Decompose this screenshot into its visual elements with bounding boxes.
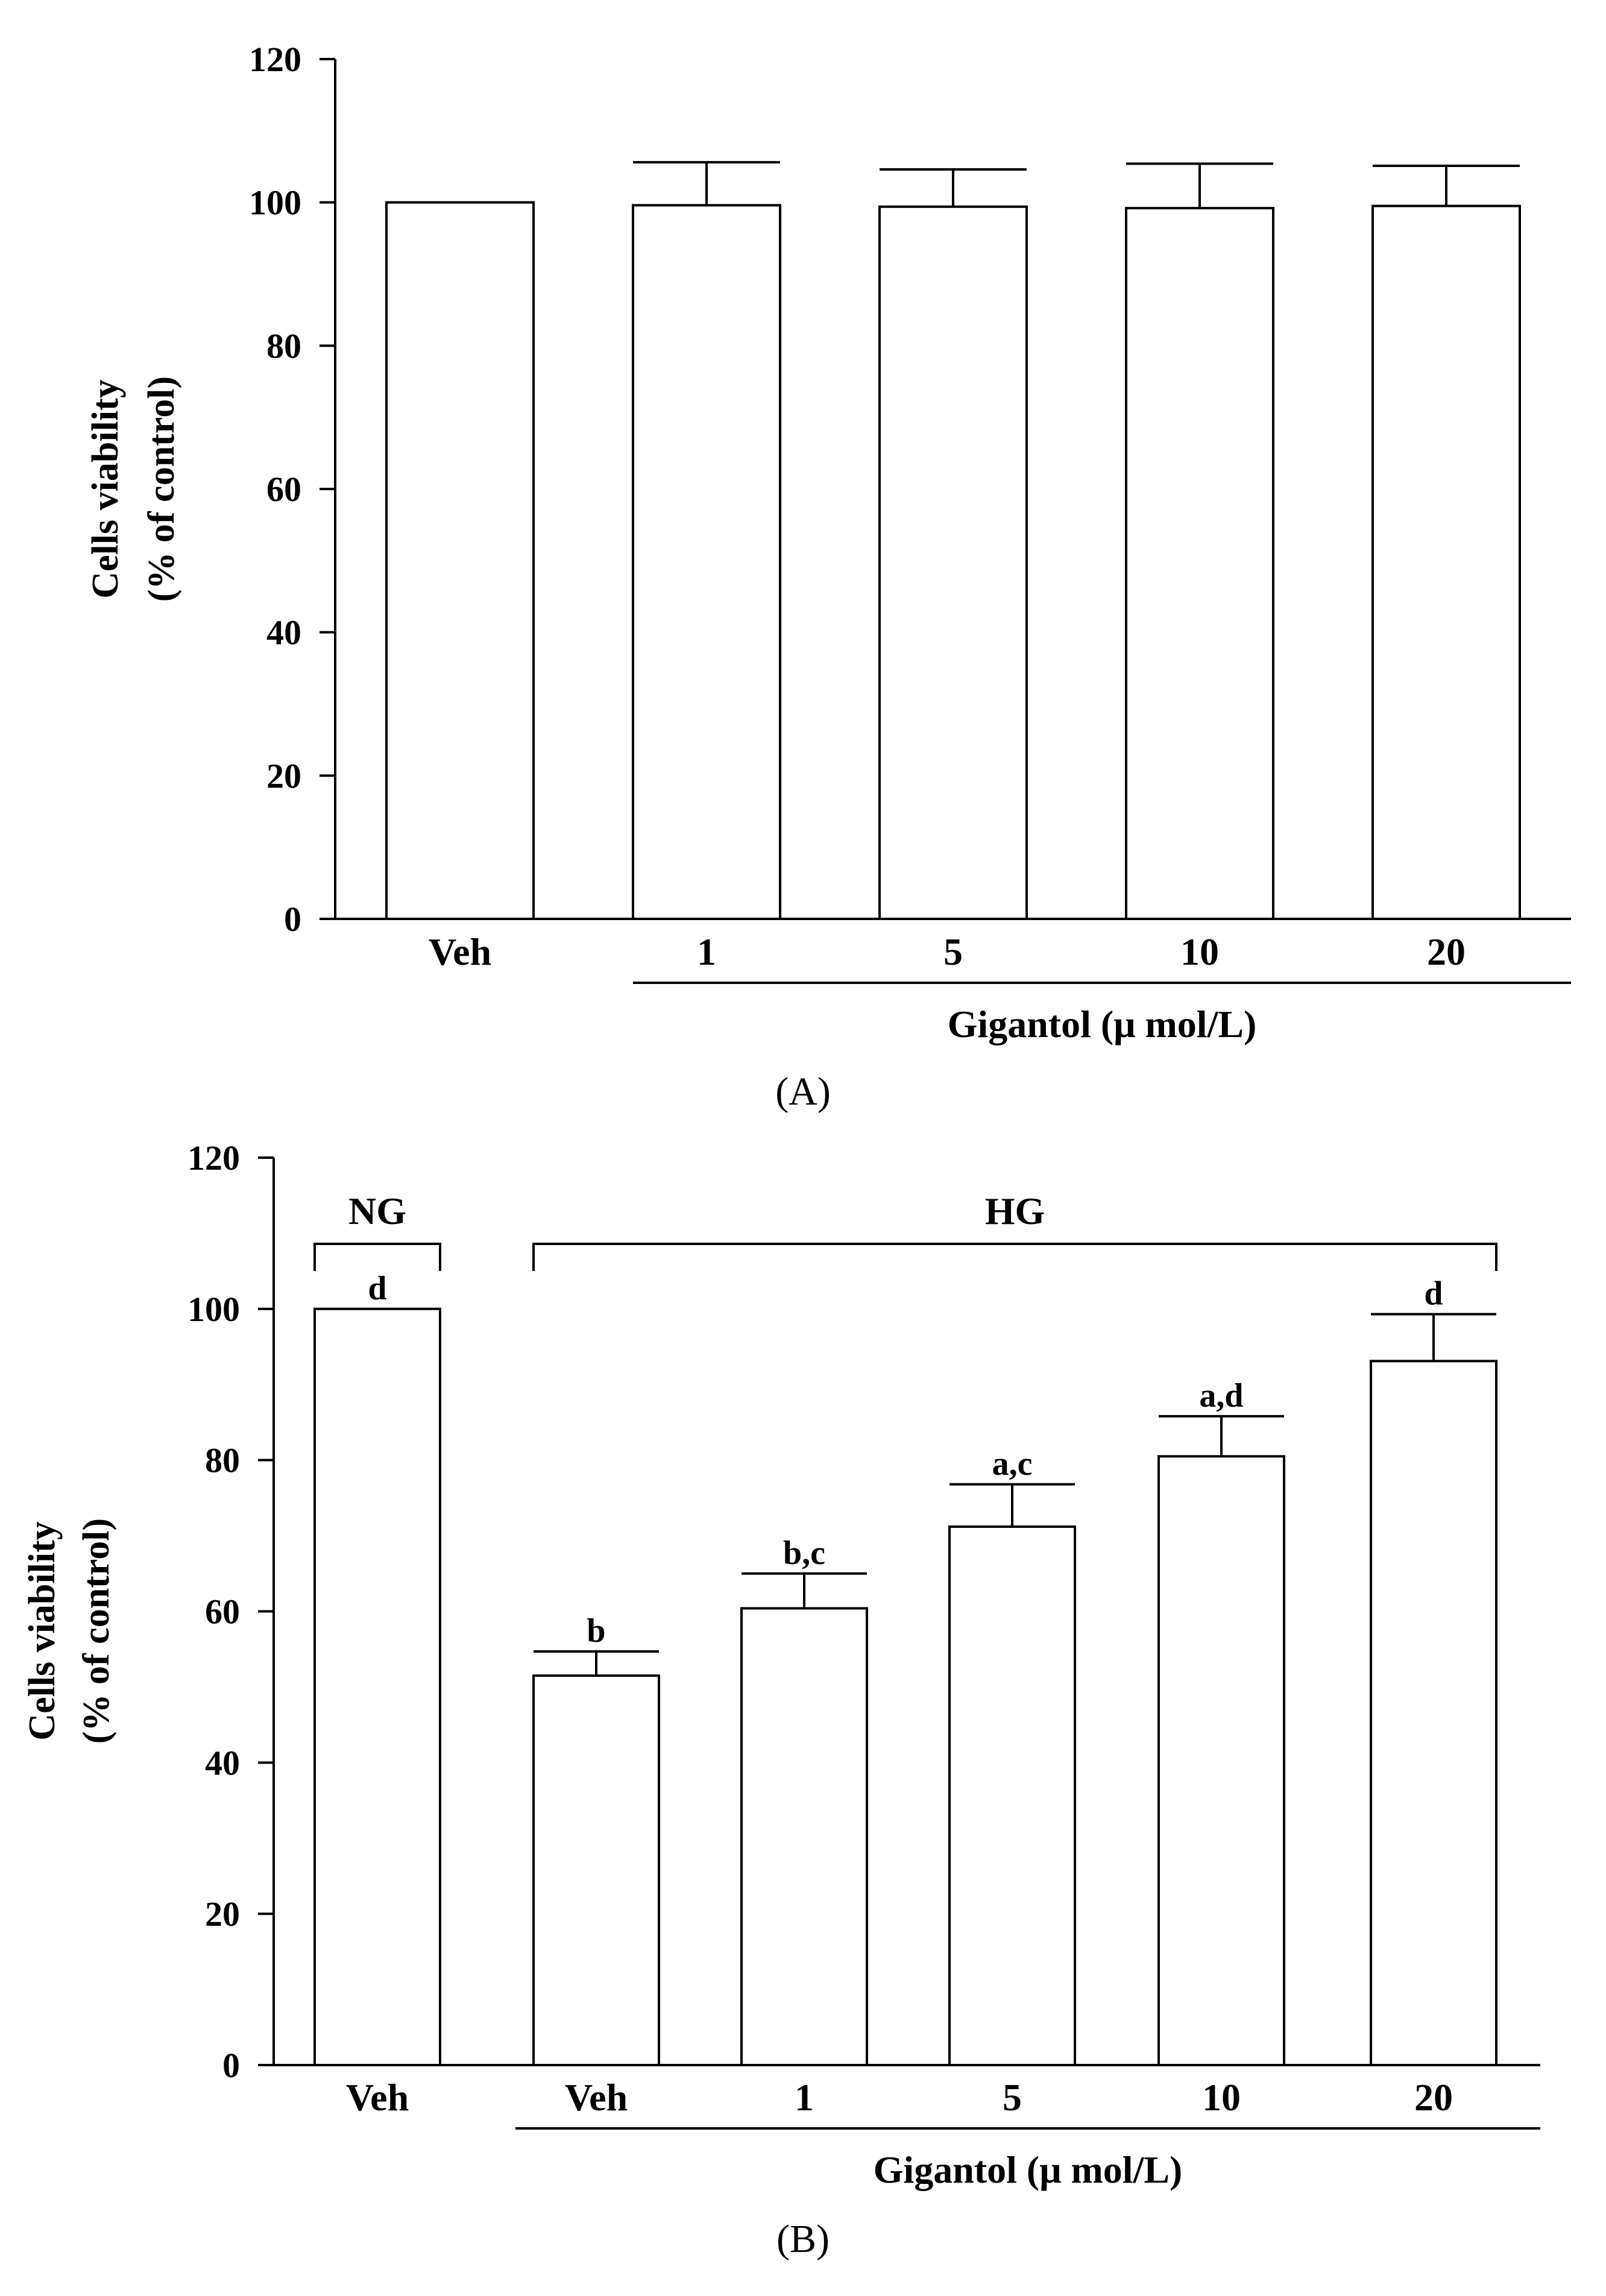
y-tick-label: 80 [205, 1441, 240, 1480]
significance-label: b,c [783, 1534, 825, 1572]
bar [1157, 1455, 1285, 2066]
y-tick-label: 120 [249, 40, 301, 79]
group-bracket [313, 1243, 441, 1271]
y-tick-label: 20 [205, 1894, 240, 1934]
bar [313, 1307, 441, 2066]
y-tick-label: 120 [187, 1138, 240, 1178]
bar [878, 205, 1028, 921]
category-label: Veh [429, 930, 491, 973]
y-axis-label: Cells viability [22, 1521, 63, 1740]
group-label: NG [348, 1190, 406, 1232]
y-tick-label: 100 [187, 1290, 240, 1329]
y-tick-label: 0 [284, 900, 301, 939]
y-tick-label: 60 [205, 1592, 240, 1632]
group-label: HG [985, 1190, 1045, 1232]
y-tick-label: 40 [205, 1743, 240, 1782]
y-axis-label-units: (% of control) [76, 1518, 117, 1744]
bar [740, 1607, 868, 2067]
y-axis-label-units: (% of control) [141, 376, 182, 602]
y-tick-label: 80 [266, 326, 301, 365]
x-axis-label: Gigantol (μ mol/L) [874, 2148, 1183, 2191]
category-label: 5 [943, 930, 963, 973]
category-label: 20 [1414, 2076, 1453, 2119]
significance-label: a,d [1199, 1377, 1243, 1414]
x-axis-label: Gigantol (μ mol/L) [948, 1003, 1257, 1046]
y-tick-label: 60 [266, 470, 301, 509]
significance-label: d [1424, 1275, 1443, 1313]
panel-caption: (A) [775, 1070, 831, 1114]
significance-label: a,c [992, 1445, 1033, 1483]
panel-caption: (B) [776, 2217, 830, 2261]
bar [385, 201, 535, 921]
bar [1125, 207, 1274, 920]
bar [1370, 1360, 1497, 2066]
category-label: 5 [1003, 2076, 1022, 2119]
bar [632, 204, 781, 920]
category-label: 10 [1202, 2076, 1241, 2119]
category-label: 10 [1180, 930, 1219, 973]
y-tick-label: 40 [266, 613, 301, 652]
y-tick-label: 20 [266, 756, 301, 795]
bar [1371, 204, 1521, 921]
category-label: Veh [346, 2076, 409, 2119]
y-tick-label: 0 [222, 2046, 240, 2085]
category-label: 1 [795, 2076, 814, 2119]
bar [948, 1525, 1076, 2067]
y-axis-label: Cells viability [85, 379, 126, 598]
category-label: 20 [1427, 930, 1466, 973]
significance-label: b [587, 1612, 605, 1650]
category-label: 1 [697, 930, 716, 973]
y-tick-label: 100 [249, 183, 301, 222]
group-bracket [532, 1243, 1497, 1271]
category-label: Veh [565, 2076, 628, 2119]
significance-label: d [368, 1270, 386, 1307]
bar [532, 1674, 660, 2067]
